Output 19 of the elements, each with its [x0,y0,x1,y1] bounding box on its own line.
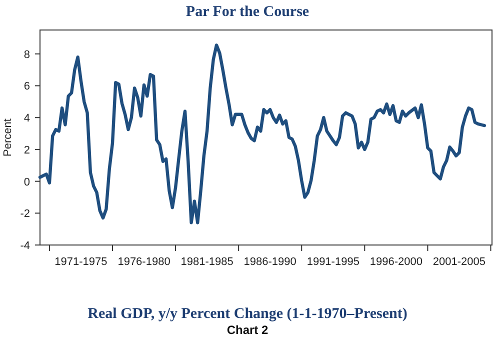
y-tick-label: 0 [24,176,30,188]
x-tick-label: 1986-1990 [244,256,296,268]
y-tick-label: 8 [24,48,30,61]
caption: Chart 2 [226,323,268,337]
y-tick-label: -2 [20,208,30,220]
y-tick-label: 2 [24,144,30,156]
x-tick-label: 1981-1985 [180,256,234,268]
x-tick-label: 1996-2000 [370,256,422,268]
y-tick-label: -4 [20,240,30,252]
y-axis-title: Percent [2,118,14,156]
x-tick-label: 1971-1975 [54,256,108,268]
line-series [38,44,486,224]
text: Real GDP, y/y Percent Change (1-1-1970–Present) [88,306,408,322]
y-tick-label: 4 [24,112,30,125]
y-tick-label: 6 [24,80,30,93]
x-tick-label: 2001-2005 [432,256,486,268]
x-tick-label: 1976-1980 [118,256,170,268]
chart-title: Par For the Course [186,4,310,20]
x-tick-label: 1991-1995 [306,256,360,268]
